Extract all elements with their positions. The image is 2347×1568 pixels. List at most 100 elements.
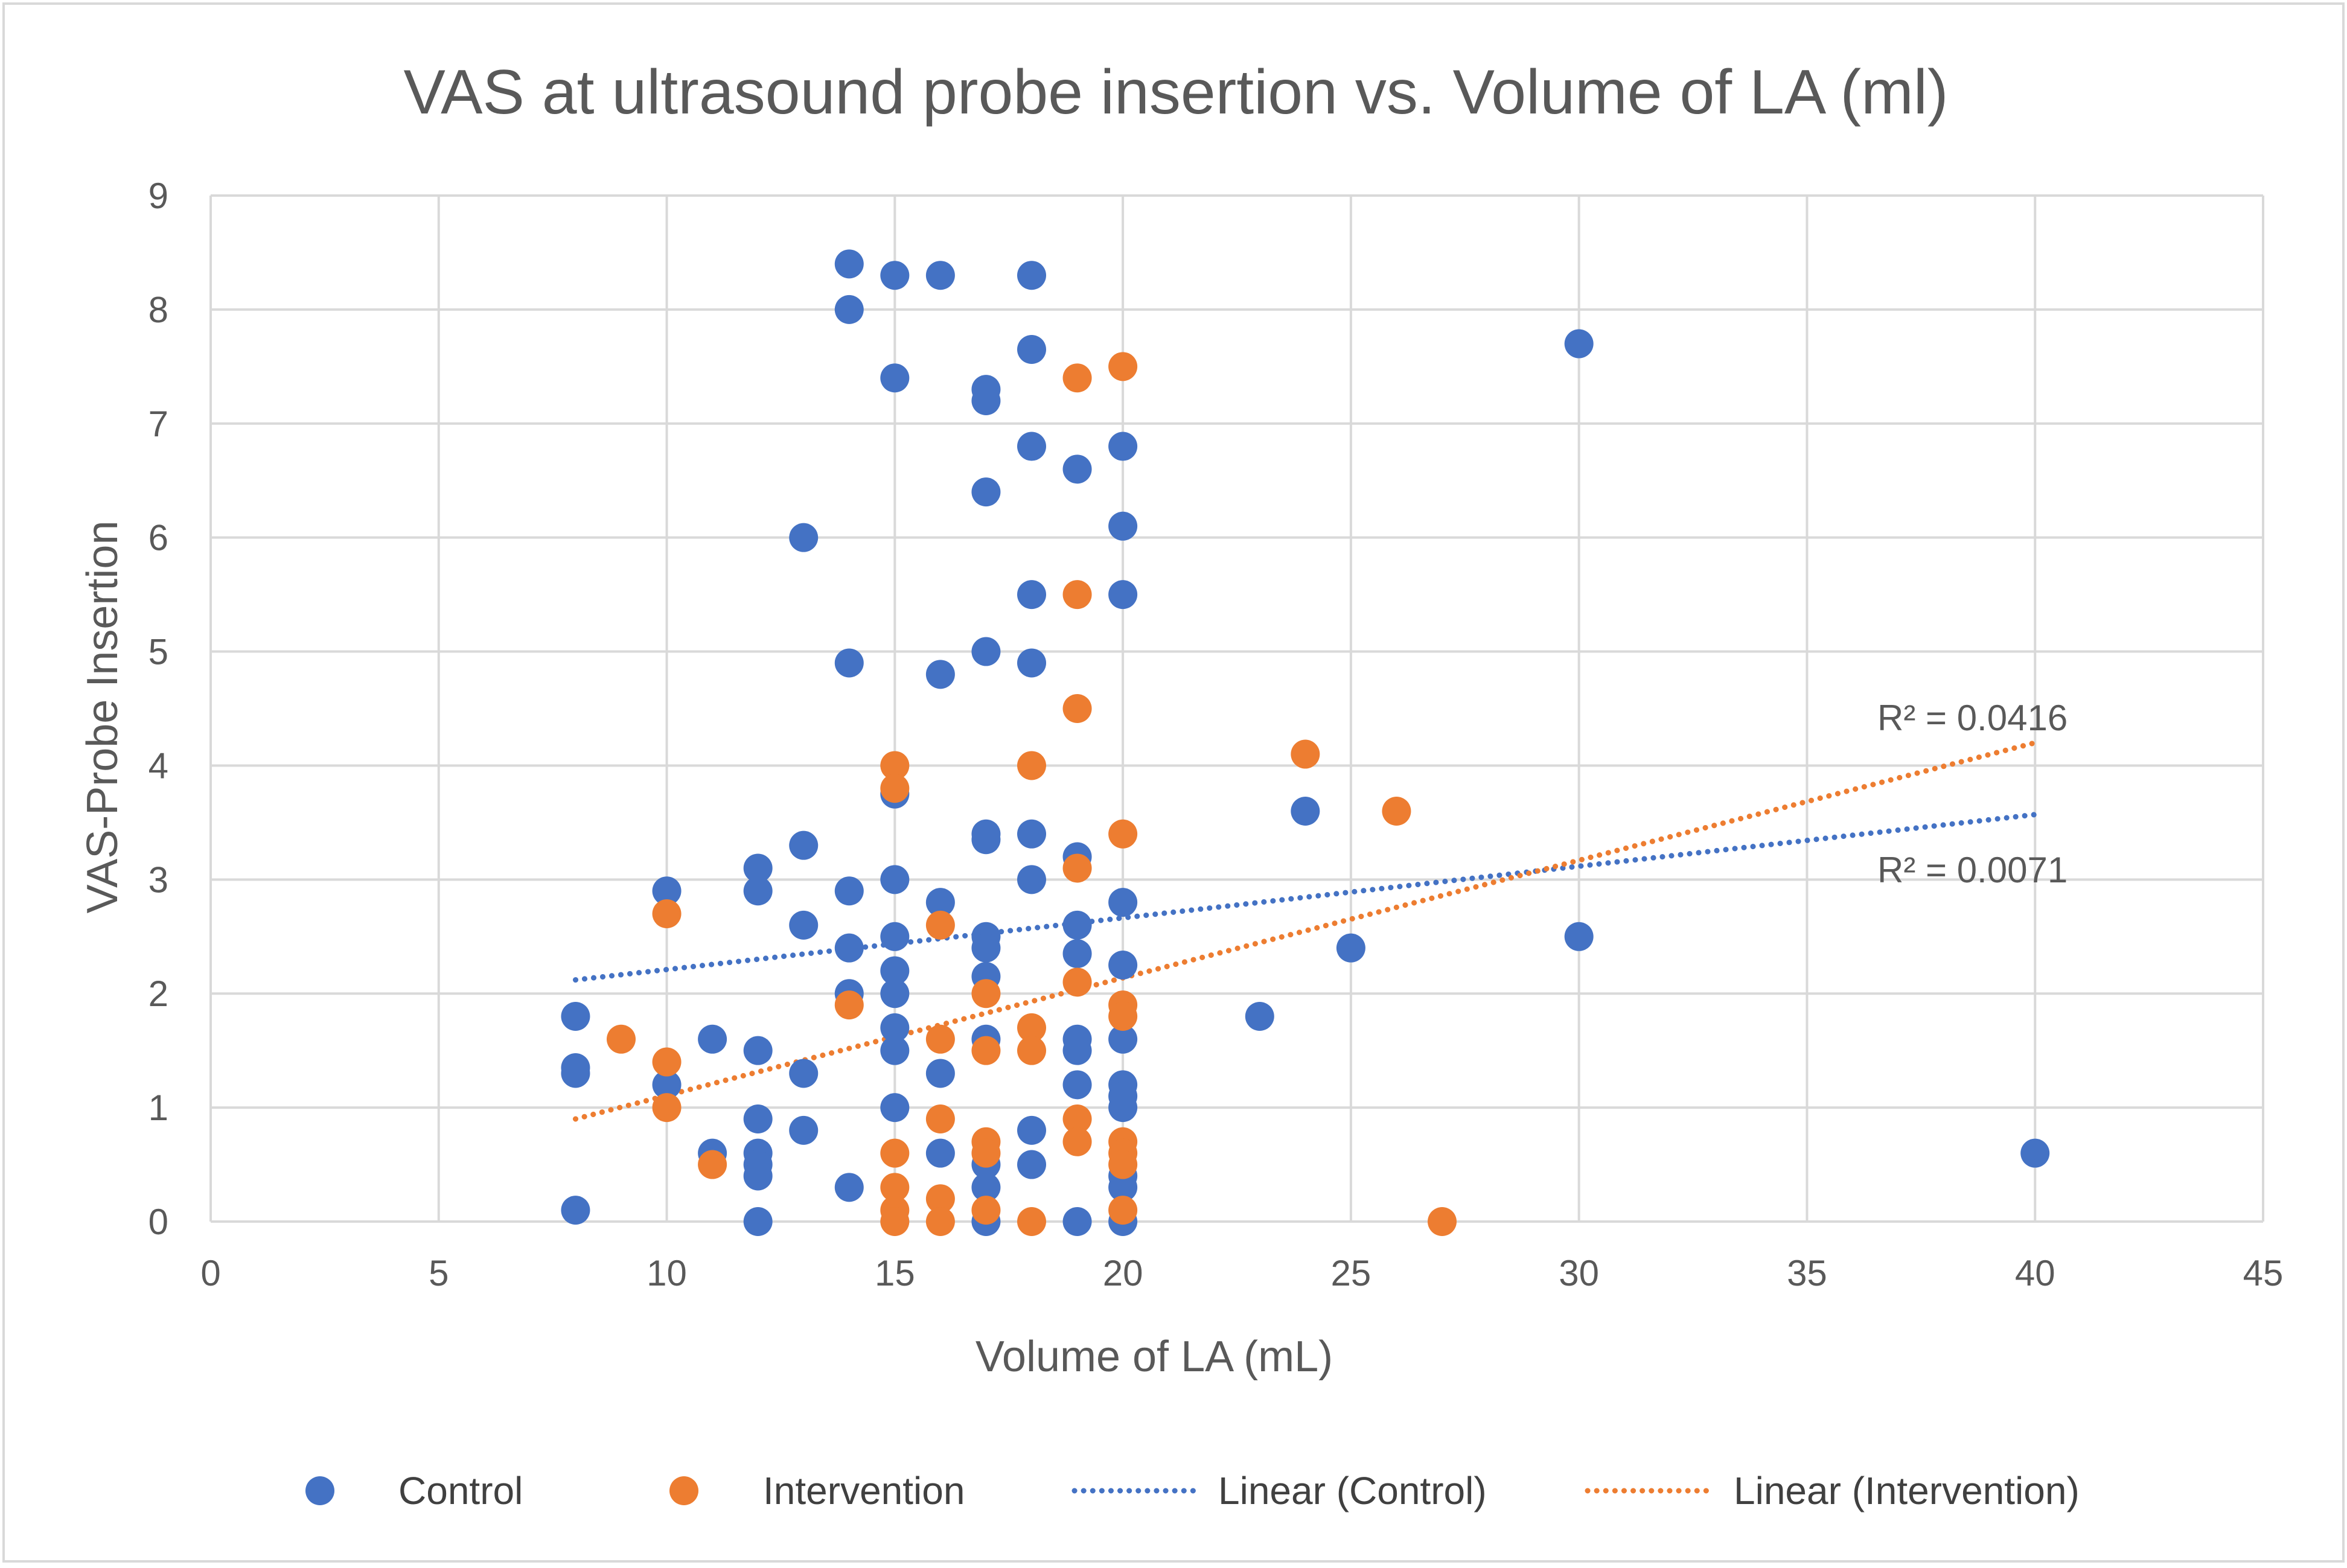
control-point (789, 523, 819, 552)
intervention-point (1062, 1104, 1092, 1133)
intervention-point (971, 1138, 1001, 1168)
intervention-point (1108, 352, 1138, 381)
y-tick-label: 0 (148, 1202, 168, 1242)
control-point (880, 956, 910, 986)
control-point (971, 933, 1001, 963)
y-tick-label: 6 (148, 518, 168, 558)
control-point (561, 1196, 590, 1225)
control-point (1017, 261, 1046, 290)
intervention-point (607, 1024, 636, 1054)
intervention-point (1017, 751, 1046, 780)
y-tick-label: 7 (148, 404, 168, 444)
legend-label: Control (398, 1469, 523, 1512)
legend-label: Intervention (763, 1469, 965, 1512)
intervention-point (1291, 739, 1320, 769)
control-point (834, 249, 864, 279)
intervention-point (1062, 694, 1092, 723)
intervention-point (1017, 1036, 1046, 1065)
control-point (652, 876, 682, 906)
legend-label: Linear (Intervention) (1734, 1469, 2080, 1512)
control-point (880, 922, 910, 951)
control-point (743, 1036, 773, 1065)
control-point (1017, 1150, 1046, 1179)
x-tick-label: 5 (429, 1253, 449, 1293)
intervention-point (880, 1173, 910, 1202)
chart-title: VAS at ultrasound probe insertion vs. Vo… (404, 57, 1949, 127)
intervention-point (880, 1138, 910, 1168)
control-point (743, 1207, 773, 1236)
control-point (1336, 933, 1365, 963)
control-point (971, 825, 1001, 855)
control-point (925, 660, 955, 689)
legend-item-linear-intervention: Linear (Intervention) (1585, 1469, 2080, 1512)
intervention-point (880, 751, 910, 780)
control-point (1017, 335, 1046, 364)
intervention-point (1017, 1207, 1046, 1236)
trendline-intervention (572, 740, 2038, 1122)
x-tick-label: 10 (647, 1253, 687, 1293)
intervention-point (698, 1150, 727, 1179)
x-tick-label: 25 (1331, 1253, 1371, 1293)
x-tick-label: 35 (1787, 1253, 1827, 1293)
legend-label: Linear (Control) (1218, 1469, 1487, 1512)
intervention-point (1062, 363, 1092, 393)
legend-item-intervention: Intervention (669, 1469, 965, 1512)
control-point (561, 1059, 590, 1088)
x-tick-label: 20 (1103, 1253, 1143, 1293)
legend-marker-icon (305, 1476, 334, 1505)
control-point (1062, 1070, 1092, 1100)
control-point (652, 1070, 682, 1100)
intervention-point (1062, 967, 1092, 997)
intervention-point (925, 1184, 955, 1214)
control-point (1017, 432, 1046, 461)
x-tick-label: 15 (875, 1253, 915, 1293)
x-axis-label: Volume of LA (mL) (976, 1333, 1333, 1381)
control-point (789, 910, 819, 940)
intervention-point (880, 774, 910, 803)
control-point (880, 1093, 910, 1123)
control-point (880, 363, 910, 393)
control-point (698, 1024, 727, 1054)
control-point (789, 1115, 819, 1145)
control-point (1062, 1036, 1092, 1065)
y-tick-label: 4 (148, 745, 168, 786)
control-point (880, 865, 910, 894)
intervention-point (1382, 797, 1411, 826)
intervention-point (925, 1104, 955, 1133)
control-point (1108, 1173, 1138, 1202)
y-tick-label: 9 (148, 176, 168, 216)
control-point (743, 853, 773, 883)
control-point (880, 979, 910, 1009)
control-point (971, 386, 1001, 415)
intervention-point (1108, 1150, 1138, 1179)
grid-lines (209, 194, 2264, 1223)
control-point (925, 888, 955, 917)
trendlines (572, 740, 2038, 1122)
control-point (1108, 511, 1138, 541)
control-point (880, 1013, 910, 1042)
control-point (834, 1173, 864, 1202)
control-point (971, 637, 1001, 666)
intervention-point (1428, 1207, 1457, 1236)
control-point (834, 876, 864, 906)
control-point (1108, 432, 1138, 461)
y-tick-label: 1 (148, 1088, 168, 1128)
control-point (925, 1059, 955, 1088)
r-squared-control-label: R² = 0.0071 (1877, 850, 2068, 890)
control-point (789, 1059, 819, 1088)
intervention-point (1062, 1127, 1092, 1156)
intervention-point (971, 1036, 1001, 1065)
control-point (1108, 1093, 1138, 1123)
intervention-point (1108, 1196, 1138, 1225)
control-point (880, 1036, 910, 1065)
control-point (1108, 888, 1138, 917)
intervention-point (652, 1047, 682, 1077)
control-point (743, 1104, 773, 1133)
control-point (971, 477, 1001, 507)
intervention-point (1108, 819, 1138, 849)
intervention-point (925, 1207, 955, 1236)
